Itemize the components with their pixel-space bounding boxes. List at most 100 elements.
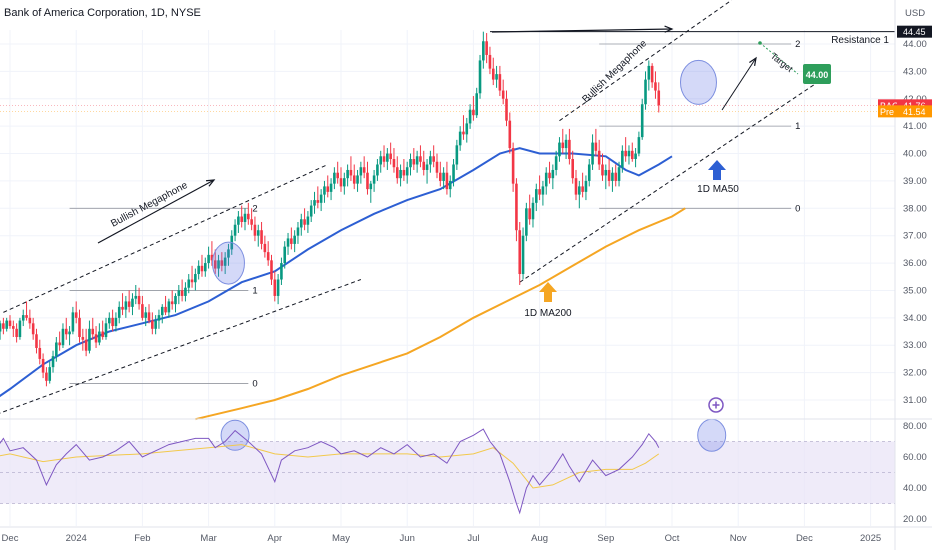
candle-body bbox=[584, 180, 588, 192]
time-tick-label: Nov bbox=[730, 533, 747, 544]
candle-body bbox=[594, 142, 598, 151]
candle-body bbox=[151, 320, 154, 329]
candle-body bbox=[356, 175, 359, 184]
candle-body bbox=[452, 164, 455, 181]
candle-body bbox=[571, 159, 574, 179]
candle-body bbox=[548, 172, 551, 179]
projection-arrow bbox=[721, 57, 757, 111]
candle-body bbox=[362, 167, 366, 173]
candle-body bbox=[462, 131, 465, 135]
candle-body bbox=[538, 189, 541, 195]
price-tick-label: 32.00 bbox=[903, 368, 927, 379]
candle-body bbox=[184, 287, 187, 296]
time-tick-label: 2025 bbox=[860, 533, 881, 544]
candle-body bbox=[482, 41, 485, 61]
candle-body bbox=[640, 104, 644, 138]
candle-body bbox=[41, 358, 45, 373]
candle-body bbox=[621, 150, 624, 168]
time-tick-label: May bbox=[332, 533, 350, 544]
plus-circle-icon-cross bbox=[712, 401, 720, 409]
fib-levels: 2 1 0 2 1 0 bbox=[0, 31, 895, 390]
candle-body bbox=[392, 159, 396, 168]
candle-body bbox=[137, 295, 141, 305]
candle-body bbox=[511, 148, 515, 184]
candle-body bbox=[607, 169, 611, 181]
time-tick-label: Aug bbox=[531, 533, 548, 544]
candle-body bbox=[386, 153, 389, 162]
rsi-indicator bbox=[0, 428, 660, 515]
candle-body bbox=[379, 156, 383, 165]
candle-body bbox=[223, 257, 227, 266]
megaphone-arrowhead-2 bbox=[664, 25, 674, 33]
candle-body bbox=[425, 164, 429, 170]
candle-body bbox=[200, 265, 204, 272]
candle-body bbox=[160, 306, 164, 316]
price-tick-label: 44.00 bbox=[903, 39, 927, 50]
candle-body bbox=[578, 186, 581, 195]
candle-body bbox=[25, 315, 28, 318]
candle-body bbox=[329, 183, 333, 192]
candle-body bbox=[71, 312, 75, 332]
candle-body bbox=[627, 150, 631, 157]
megaphone-arrow-2 bbox=[491, 28, 673, 33]
time-tick-label: 2024 bbox=[66, 533, 87, 544]
target-box bbox=[803, 64, 831, 84]
candle-body bbox=[485, 41, 488, 55]
candle-body bbox=[253, 224, 257, 236]
candle-body bbox=[644, 79, 647, 105]
rsi-tick-label: 60.00 bbox=[903, 452, 927, 463]
candle-body bbox=[478, 60, 482, 94]
candle-body bbox=[18, 320, 22, 338]
candle-body bbox=[564, 139, 568, 149]
candle-body bbox=[270, 260, 273, 280]
ma200-arrow bbox=[539, 282, 557, 302]
candle-body bbox=[601, 164, 604, 176]
candle-body bbox=[104, 323, 108, 338]
price-tag-value: 41.54 bbox=[903, 107, 926, 117]
candle-body bbox=[263, 243, 267, 253]
time-tick-label: Sep bbox=[597, 533, 614, 544]
candle-body bbox=[84, 339, 88, 351]
price-tick-label: 42.00 bbox=[903, 94, 927, 105]
candle-body bbox=[333, 172, 336, 184]
candle-body bbox=[45, 372, 48, 381]
candle-body bbox=[568, 139, 571, 160]
candle-body bbox=[174, 295, 177, 305]
candle-body bbox=[170, 301, 174, 305]
candle-body bbox=[233, 224, 237, 236]
candle-body bbox=[475, 93, 479, 116]
candle-body bbox=[614, 172, 618, 181]
candle-body bbox=[114, 317, 118, 327]
candle-body bbox=[88, 328, 91, 351]
candle-body bbox=[303, 219, 306, 225]
candle-body bbox=[468, 109, 472, 124]
price-tick-label: 33.00 bbox=[903, 340, 927, 351]
candle-body bbox=[382, 156, 386, 162]
rsi-tick-label: 80.00 bbox=[903, 421, 927, 432]
candle-body bbox=[81, 337, 85, 340]
candle-body bbox=[68, 331, 71, 335]
candle-body bbox=[630, 150, 634, 160]
candle-body bbox=[448, 180, 452, 190]
candle-body bbox=[534, 189, 538, 203]
candle-body bbox=[187, 279, 191, 288]
candle-body bbox=[111, 317, 114, 327]
candle-body bbox=[131, 298, 134, 307]
candle-body bbox=[94, 334, 98, 343]
candle-body bbox=[220, 260, 224, 266]
fib-level-label: 0 bbox=[795, 203, 800, 214]
candle-body bbox=[439, 172, 442, 181]
megaphone-channels bbox=[0, 0, 818, 414]
fib-level-label: 2 bbox=[252, 203, 257, 214]
candle-body bbox=[210, 254, 214, 261]
candle-body bbox=[256, 230, 260, 236]
candle-body bbox=[402, 169, 406, 176]
candle-body bbox=[637, 137, 641, 154]
candle-body bbox=[326, 186, 330, 192]
time-tick-label: Oct bbox=[665, 533, 680, 544]
candle-body bbox=[389, 153, 392, 160]
candle-body bbox=[587, 164, 591, 181]
ma200-label: 1D MA200 bbox=[524, 308, 572, 319]
price-tag-bg bbox=[897, 25, 932, 38]
candle-body bbox=[180, 290, 184, 296]
